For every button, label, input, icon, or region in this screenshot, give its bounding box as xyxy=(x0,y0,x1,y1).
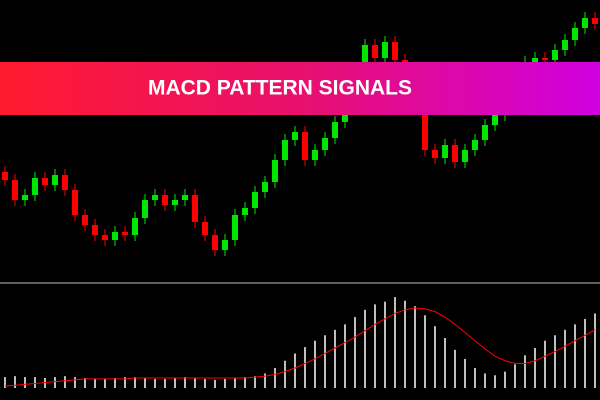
candle-body xyxy=(572,28,578,40)
plot-area xyxy=(2,12,598,388)
candle-body xyxy=(292,132,298,140)
candle-body xyxy=(12,180,18,200)
candle-body xyxy=(432,150,438,158)
candle-body xyxy=(82,215,88,225)
candle-body xyxy=(472,140,478,150)
candle-body xyxy=(192,195,198,222)
candle-body xyxy=(362,45,368,70)
candle-body xyxy=(92,225,98,235)
candle-body xyxy=(462,150,468,162)
candle-body xyxy=(312,150,318,160)
candle-body xyxy=(232,215,238,240)
candle-body xyxy=(392,42,398,60)
candle-body xyxy=(132,218,138,235)
banner-title: MACD PATTERN SIGNALS xyxy=(148,77,412,100)
candle-body xyxy=(422,105,428,150)
candle-body xyxy=(72,190,78,215)
candle-body xyxy=(372,45,378,58)
candle-body xyxy=(22,195,28,200)
candle-body xyxy=(172,200,178,205)
candle-body xyxy=(542,58,548,60)
candle-body xyxy=(332,122,338,138)
candle-body xyxy=(252,192,258,208)
candle-body xyxy=(242,208,248,215)
candle-body xyxy=(582,18,588,28)
candle-body xyxy=(552,50,558,60)
banner xyxy=(0,62,600,115)
candle-body xyxy=(122,232,128,235)
candle-body xyxy=(322,138,328,150)
candle-body xyxy=(382,42,388,58)
candle-body xyxy=(202,222,208,235)
candle-body xyxy=(182,195,188,200)
candle-body xyxy=(592,18,598,24)
candle-body xyxy=(442,145,448,158)
candle-body xyxy=(162,195,168,205)
candle-body xyxy=(2,172,8,180)
candle-body xyxy=(452,145,458,162)
candle-body xyxy=(282,140,288,160)
candle-body xyxy=(262,182,268,192)
candle-body xyxy=(112,232,118,240)
candle-body xyxy=(532,58,538,62)
candle-body xyxy=(212,235,218,250)
signal-line xyxy=(4,307,596,387)
candle-body xyxy=(52,175,58,185)
candle-body xyxy=(482,125,488,140)
candle-body xyxy=(152,195,158,200)
candle-body xyxy=(142,200,148,218)
candle-body xyxy=(272,160,278,182)
candle-body xyxy=(32,178,38,195)
candle-body xyxy=(492,115,498,125)
candle-body xyxy=(62,175,68,190)
candle-body xyxy=(102,235,108,240)
candle-body xyxy=(562,40,568,50)
candle-body xyxy=(222,240,228,250)
candle-body xyxy=(42,178,48,185)
candle-body xyxy=(302,132,308,160)
